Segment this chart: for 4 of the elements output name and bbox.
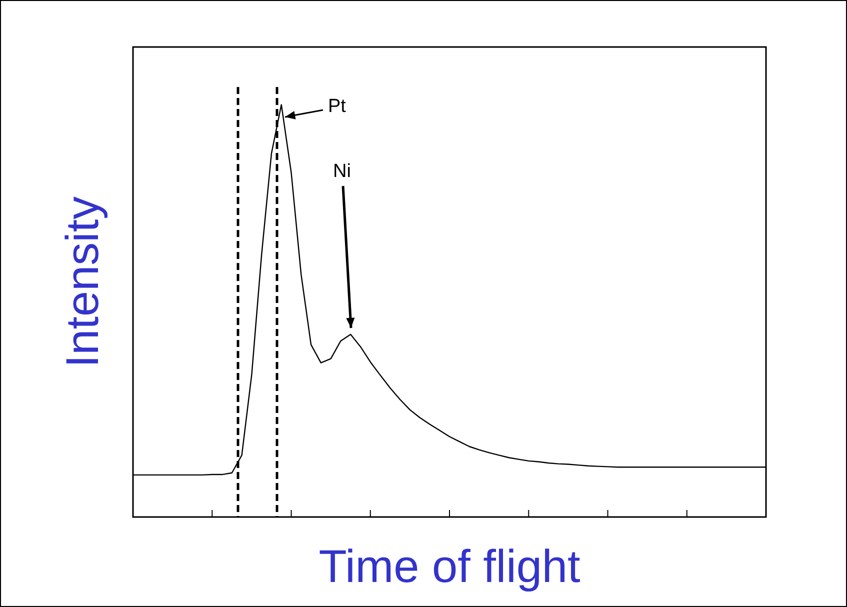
annotation: Ni — [333, 161, 351, 182]
y-axis-title: Intensity — [56, 196, 108, 368]
x-axis-title: Time of flight — [318, 540, 581, 592]
annotation: Pt — [328, 96, 347, 118]
